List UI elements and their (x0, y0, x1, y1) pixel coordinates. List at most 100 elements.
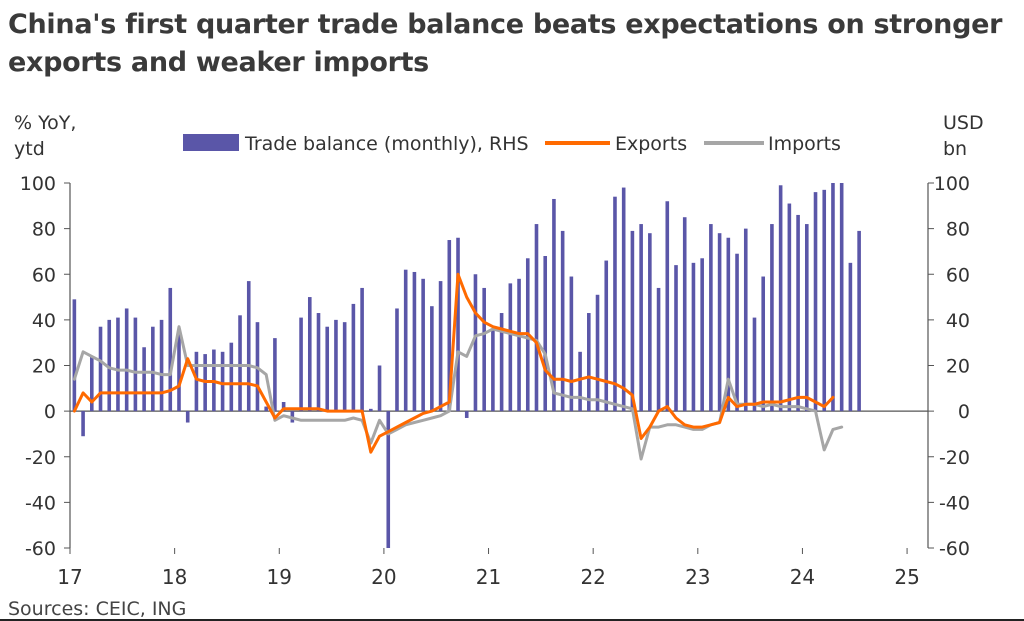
trade-balance-bar (796, 214, 800, 412)
trade-balance-bar (621, 187, 626, 412)
right-axis-title-line-2: bn (943, 138, 967, 160)
trade-balance-bar (360, 287, 364, 412)
trade-balance-bar (246, 281, 251, 412)
trade-balance-bar (107, 319, 112, 412)
trade-balance-bar (813, 192, 818, 412)
trade-balance-bar (831, 183, 835, 412)
trade-balance-bar (316, 313, 321, 412)
right-tick-label: -40 (939, 492, 970, 514)
title-line-2: exports and weaker imports (8, 47, 429, 78)
trade-balance-bar (804, 224, 809, 412)
x-tick-label: 23 (685, 565, 710, 589)
trade-balance-bar (124, 308, 129, 412)
trade-balance-bar (726, 237, 731, 412)
trade-balance-bar (273, 338, 277, 412)
x-tick-label: 17 (57, 565, 82, 589)
trade-balance-bar (709, 224, 713, 412)
trade-balance-bar (238, 315, 242, 412)
x-tick-label: 21 (476, 565, 501, 589)
legend-label-trade-balance: Trade balance (monthly), RHS (244, 133, 529, 155)
chart-title: China's first quarter trade balance beat… (8, 6, 1008, 82)
trade-balance-bar (334, 319, 338, 412)
trade-balance-bar (613, 196, 617, 412)
trade-balance-bar (98, 326, 103, 412)
trade-balance-bar (430, 306, 434, 412)
trade-balance-bar (438, 281, 443, 412)
trade-balance-bar (473, 274, 478, 412)
legend-label-imports: Imports (768, 133, 841, 155)
trade-balance-bar (665, 201, 670, 412)
left-tick-label: -60 (25, 538, 56, 560)
trade-balance-bar (839, 183, 844, 412)
trade-balance-bar (787, 203, 792, 412)
trade-balance-bar (517, 278, 521, 412)
trade-balance-bar (81, 411, 85, 437)
trade-balance-bar (691, 262, 696, 412)
trade-balance-bar (717, 233, 722, 412)
trade-balance-bar (395, 308, 399, 412)
trade-balance-bar (674, 265, 678, 412)
trade-balance-bar (264, 406, 268, 412)
right-tick-label: 100 (934, 173, 970, 195)
trade-balance-bar (508, 283, 513, 412)
trade-balance-bar (822, 189, 827, 412)
trade-balance-bar (761, 276, 766, 412)
trade-balance-bar (281, 402, 286, 412)
left-tick-label: 100 (20, 173, 56, 195)
trade-balance-bar (168, 287, 173, 412)
trade-balance-bar (569, 276, 574, 412)
trade-balance-bar (377, 365, 382, 412)
left-tick-label: 40 (32, 310, 56, 332)
right-tick-label: -60 (939, 538, 970, 560)
trade-balance-bar (560, 230, 565, 412)
exports-line (72, 272, 835, 454)
trade-balance-bar (578, 351, 582, 412)
left-axis-title-line-2: ytd (14, 138, 45, 160)
trade-balance-bar (299, 317, 303, 412)
trade-balance-bar (386, 411, 391, 548)
trade-balance-bar (421, 278, 425, 412)
trade-balance-bar (534, 224, 539, 412)
trade-balance-bar (639, 224, 643, 412)
trade-balance-bar (552, 198, 556, 412)
right-tick-label: 80 (946, 219, 970, 241)
right-tick-label: 0 (958, 401, 970, 423)
trade-balance-bar (325, 326, 330, 412)
trade-balance-bar (743, 228, 748, 412)
trade-balance-chart: % YoY, ytd USD bn Trade balance (monthly), R… (14, 112, 984, 589)
x-tick-label: 22 (580, 565, 605, 589)
trade-balance-bar (177, 333, 181, 412)
x-tick-label: 20 (371, 565, 396, 589)
right-tick-label: -20 (939, 447, 970, 469)
trade-balance-bar (464, 411, 469, 418)
trade-balance-bar (700, 258, 704, 412)
trade-balance-bar (543, 256, 548, 412)
trade-balance-bar (848, 262, 853, 412)
trade-balance-bar (342, 322, 347, 412)
x-tick-label: 18 (162, 565, 187, 589)
legend-label-exports: Exports (615, 133, 687, 155)
trade-balance-bar (307, 297, 312, 412)
trade-balance-bar (604, 260, 609, 412)
trade-balance-bar (220, 351, 225, 412)
trade-balance-bar (735, 253, 739, 412)
left-axis-title-line-1: % YoY, (14, 112, 76, 134)
trade-balance-bar (482, 287, 486, 412)
trade-balance-bar (770, 224, 774, 412)
trade-balance-bar (194, 351, 199, 412)
left-tick-label: 0 (44, 401, 56, 423)
trade-balance-bar (491, 329, 495, 412)
x-tick-label: 25 (894, 565, 919, 589)
left-tick-label: 20 (32, 356, 56, 378)
trade-balance-bar (587, 313, 591, 412)
trade-balance-bar (151, 326, 155, 412)
left-tick-label: -20 (25, 447, 56, 469)
right-tick-label: 40 (946, 310, 970, 332)
trade-balance-bar (142, 347, 146, 412)
trade-balance-bar (369, 408, 373, 412)
trade-balance-bar (89, 356, 94, 412)
left-tick-label: -40 (25, 492, 56, 514)
left-tick-label: 60 (32, 264, 56, 286)
trade-balance-bar (656, 287, 661, 412)
trade-balance-bar (403, 269, 408, 412)
